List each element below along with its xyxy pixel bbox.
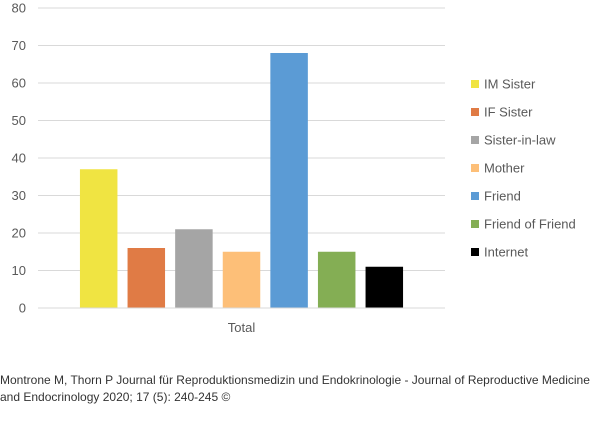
y-tick-label: 50	[12, 113, 26, 128]
bar-friend	[270, 53, 308, 308]
y-axis-tick-labels: 0 10 20 30 40 50 60 70 80	[12, 1, 26, 316]
caption-line-1: Montrone M, Thorn P Journal für Reproduk…	[0, 373, 590, 387]
y-tick-label: 80	[12, 1, 26, 16]
bar-if-sister	[127, 248, 166, 308]
legend-swatch	[471, 220, 479, 228]
caption-line-2: and Endocrinology 2020; 17 (5): 240-245 …	[0, 390, 231, 404]
legend-swatch	[471, 136, 479, 144]
legend-label: IM Sister	[484, 77, 536, 92]
legend-label: Friend	[484, 189, 521, 204]
legend-swatch	[471, 248, 479, 256]
bar-chart: 0 10 20 30 40 50 60 70 80 Total IM Sister IF Sist…	[12, 1, 576, 336]
y-tick-label: 40	[12, 151, 26, 166]
x-axis-tick-labels: Total	[228, 320, 256, 335]
bars	[79, 53, 404, 308]
y-tick-label: 60	[12, 76, 26, 91]
x-tick-label: Total	[228, 320, 256, 335]
bar-im-sister	[79, 169, 118, 308]
legend: IM Sister IF Sister Sister-in-law Mother Fri…	[471, 77, 576, 260]
y-tick-label: 0	[19, 301, 26, 316]
bar-mother	[222, 251, 261, 308]
y-tick-label: 10	[12, 263, 26, 278]
bar-friend-of-friend	[317, 251, 356, 308]
legend-label: IF Sister	[484, 105, 533, 120]
bar-sister-in-law	[175, 229, 213, 308]
legend-label: Friend of Friend	[484, 217, 576, 232]
legend-label: Sister-in-law	[484, 133, 556, 148]
figure-caption: Montrone M, Thorn P Journal für Reproduk…	[0, 372, 600, 406]
legend-swatch	[471, 108, 479, 116]
legend-swatch	[471, 164, 479, 172]
y-tick-label: 70	[12, 38, 26, 53]
legend-label: Internet	[484, 245, 528, 260]
legend-label: Mother	[484, 161, 525, 176]
y-tick-label: 30	[12, 188, 26, 203]
bar-internet	[365, 266, 404, 308]
legend-swatch	[471, 80, 479, 88]
y-tick-label: 20	[12, 226, 26, 241]
legend-swatch	[471, 192, 479, 200]
